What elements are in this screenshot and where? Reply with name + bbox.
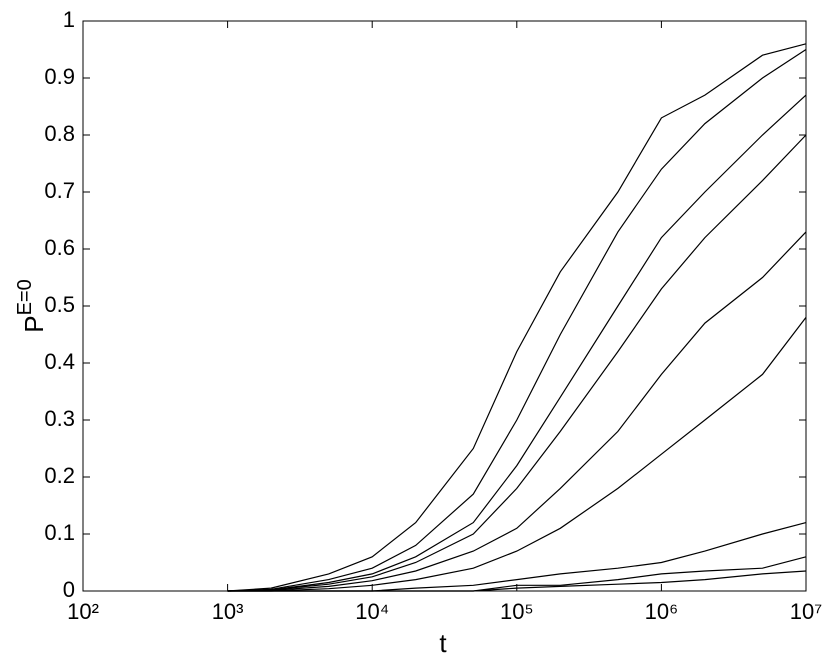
x-tick-label: 10⁶: [645, 599, 679, 624]
y-axis-label: PE=0: [14, 279, 49, 333]
series-line: [227, 317, 807, 592]
y-tick-label: 0.9: [44, 64, 75, 89]
x-tick-label: 10²: [67, 599, 99, 624]
y-tick-label: 0.4: [44, 349, 75, 374]
y-tick-label: 0.5: [44, 292, 75, 317]
series-line: [227, 134, 807, 592]
x-tick-label: 10³: [212, 599, 244, 624]
y-label-base: P: [19, 315, 49, 332]
series-line: [227, 48, 807, 592]
y-tick-label: 0: [63, 577, 75, 602]
series-line: [227, 522, 807, 592]
y-label-sup: E=0: [14, 279, 36, 315]
x-tick-label: 10⁵: [500, 599, 534, 624]
x-tick-label: 10⁷: [790, 599, 822, 624]
series-line: [227, 94, 807, 592]
y-tick-label: 0.3: [44, 406, 75, 431]
y-tick-label: 0.2: [44, 463, 75, 488]
series-line: [227, 43, 807, 592]
x-axis-label: t: [439, 628, 447, 658]
x-tick-label: 10⁴: [355, 599, 389, 624]
y-tick-label: 0.7: [44, 178, 75, 203]
plot-frame: [82, 20, 807, 592]
series-line: [227, 231, 807, 592]
y-tick-label: 0.8: [44, 121, 75, 146]
y-tick-label: 0.1: [44, 520, 75, 545]
y-tick-label: 0.6: [44, 235, 75, 260]
y-tick-label: 1: [63, 7, 75, 32]
series-line: [227, 570, 807, 592]
